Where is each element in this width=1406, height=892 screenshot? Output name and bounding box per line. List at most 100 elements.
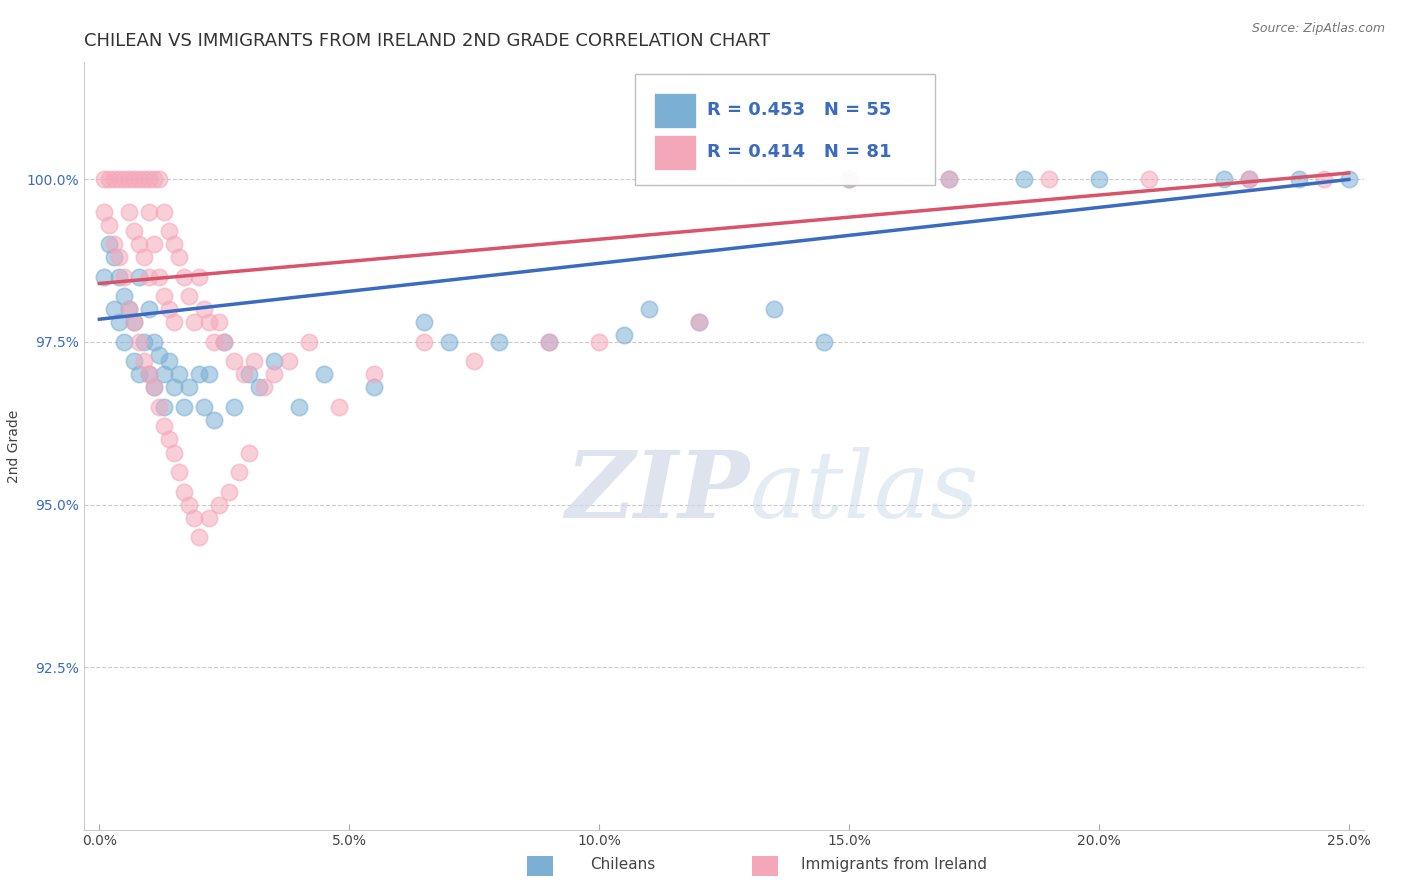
Point: [188, 368, 211, 382]
Point: [98, 172, 121, 186]
Text: R = 0.453   N = 55: R = 0.453 N = 55: [707, 101, 891, 119]
Point: [128, 172, 150, 186]
Point: [148, 400, 170, 414]
Point: [183, 316, 205, 330]
Point: [108, 270, 131, 285]
Text: Source: ZipAtlas.com: Source: ZipAtlas.com: [1251, 22, 1385, 36]
Point: [224, 354, 246, 368]
Point: [193, 400, 215, 414]
Point: [328, 400, 350, 414]
Point: [188, 270, 211, 285]
Point: [298, 334, 321, 349]
Point: [163, 316, 186, 330]
Point: [138, 270, 160, 285]
Point: [118, 302, 141, 317]
Text: ZIP: ZIP: [565, 447, 749, 537]
Point: [688, 316, 710, 330]
Point: [208, 498, 231, 512]
Point: [1012, 172, 1035, 186]
Point: [112, 334, 135, 349]
Point: [437, 334, 460, 349]
Point: [103, 302, 125, 317]
Point: [688, 316, 710, 330]
Point: [173, 484, 195, 499]
Point: [263, 354, 285, 368]
Point: [138, 205, 160, 219]
Point: [238, 445, 260, 459]
Point: [169, 465, 191, 479]
Point: [938, 172, 960, 186]
Point: [613, 328, 636, 343]
Point: [124, 172, 146, 186]
Point: [157, 302, 180, 317]
Point: [763, 302, 786, 317]
Point: [128, 368, 150, 382]
Point: [538, 334, 561, 349]
Text: CHILEAN VS IMMIGRANTS FROM IRELAND 2ND GRADE CORRELATION CHART: CHILEAN VS IMMIGRANTS FROM IRELAND 2ND G…: [84, 32, 770, 50]
Point: [153, 368, 176, 382]
Point: [838, 172, 860, 186]
Point: [363, 368, 385, 382]
Point: [153, 400, 176, 414]
Point: [413, 316, 436, 330]
Point: [214, 334, 236, 349]
FancyBboxPatch shape: [654, 93, 696, 128]
Point: [93, 172, 115, 186]
Point: [173, 270, 195, 285]
Point: [169, 251, 191, 265]
Point: [538, 334, 561, 349]
Point: [214, 334, 236, 349]
Point: [224, 400, 246, 414]
Point: [198, 368, 221, 382]
Point: [103, 251, 125, 265]
Point: [163, 380, 186, 394]
Point: [1313, 172, 1336, 186]
Point: [218, 484, 240, 499]
Text: Chileans: Chileans: [591, 857, 655, 872]
Point: [179, 289, 201, 303]
Point: [938, 172, 960, 186]
Point: [813, 334, 835, 349]
Point: [179, 498, 201, 512]
Point: [118, 172, 141, 186]
Point: [314, 368, 336, 382]
Point: [198, 510, 221, 524]
Point: [138, 368, 160, 382]
Point: [233, 368, 256, 382]
Point: [148, 172, 170, 186]
Point: [157, 224, 180, 238]
Point: [98, 218, 121, 232]
Point: [118, 205, 141, 219]
Point: [173, 400, 195, 414]
Point: [1212, 172, 1234, 186]
Text: Immigrants from Ireland: Immigrants from Ireland: [801, 857, 987, 872]
Point: [153, 419, 176, 434]
Point: [188, 530, 211, 544]
Text: R = 0.414   N = 81: R = 0.414 N = 81: [707, 144, 891, 161]
Text: atlas: atlas: [749, 447, 979, 537]
Point: [1088, 172, 1111, 186]
Y-axis label: 2nd Grade: 2nd Grade: [7, 409, 21, 483]
Point: [143, 334, 166, 349]
Point: [1288, 172, 1310, 186]
Point: [124, 354, 146, 368]
Point: [1137, 172, 1160, 186]
Point: [112, 172, 135, 186]
Point: [363, 380, 385, 394]
Point: [103, 237, 125, 252]
Point: [112, 289, 135, 303]
Point: [247, 380, 270, 394]
Point: [638, 302, 661, 317]
Point: [228, 465, 250, 479]
Point: [143, 380, 166, 394]
Point: [108, 251, 131, 265]
Point: [202, 334, 225, 349]
FancyBboxPatch shape: [634, 74, 935, 186]
Point: [263, 368, 285, 382]
Point: [134, 334, 156, 349]
Point: [179, 380, 201, 394]
Point: [183, 510, 205, 524]
Point: [134, 354, 156, 368]
Point: [278, 354, 301, 368]
FancyBboxPatch shape: [654, 136, 696, 169]
